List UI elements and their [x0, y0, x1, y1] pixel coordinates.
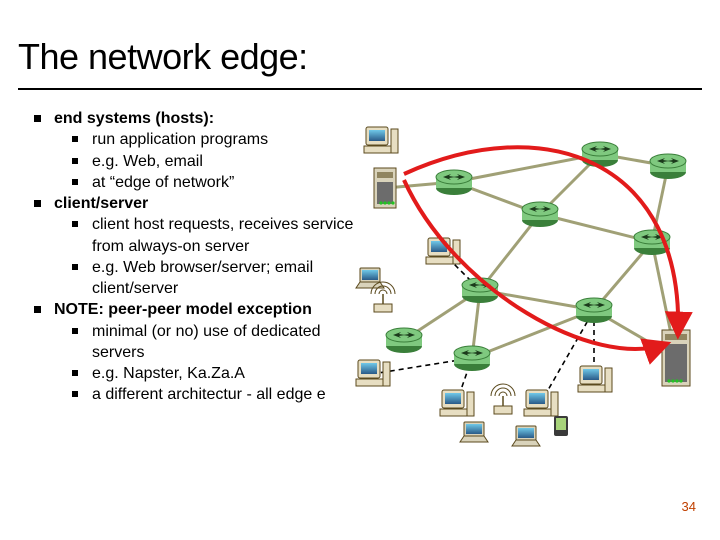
router-icon — [576, 298, 612, 323]
bullet-column: end systems (hosts): run application pro… — [34, 108, 374, 406]
laptop-icon — [460, 422, 488, 442]
bullet-head: end systems (hosts): — [54, 110, 214, 127]
host-icon — [524, 390, 558, 416]
bullet-l2: client host requests, receives service f… — [72, 214, 374, 257]
bullet-l2: e.g. Web browser/server; email client/se… — [72, 257, 374, 300]
bullet-l1: NOTE: peer-peer model exception minimal … — [34, 299, 374, 405]
network-diagram — [344, 120, 714, 480]
bullet-l2: run application programs — [72, 129, 374, 150]
host-icon — [578, 366, 612, 392]
laptop-icon — [356, 268, 384, 288]
laptop-icon — [512, 426, 540, 446]
router-icon — [386, 328, 422, 353]
bullet-l2: a different architectur - all edge e — [72, 384, 374, 405]
bullet-l2: at “edge of network” — [72, 172, 374, 193]
router-icon — [436, 170, 472, 195]
wireless-ap-icon — [491, 384, 515, 414]
bullet-l1: client/server client host requests, rece… — [34, 193, 374, 299]
router-icon — [454, 346, 490, 371]
bullet-l2: e.g. Web, email — [72, 151, 374, 172]
server-rack-icon — [374, 168, 396, 208]
router-icon — [582, 142, 618, 167]
host-icon — [356, 360, 390, 386]
bullet-l2: e.g. Napster, Ka.Za.A — [72, 363, 374, 384]
page-number: 34 — [682, 499, 696, 514]
bullet-head: client/server — [54, 195, 148, 212]
host-icon — [364, 127, 398, 153]
host-icon — [440, 390, 474, 416]
bullet-l1: end systems (hosts): run application pro… — [34, 108, 374, 193]
server-rack-icon — [662, 330, 690, 386]
page-title: The network edge: — [18, 36, 702, 78]
pda-icon — [554, 416, 568, 436]
bullet-head: NOTE: peer-peer model exception — [54, 301, 312, 318]
bullet-l2: minimal (or no) use of dedicated servers — [72, 321, 374, 364]
router-icon — [650, 154, 686, 179]
router-icon — [522, 202, 558, 227]
